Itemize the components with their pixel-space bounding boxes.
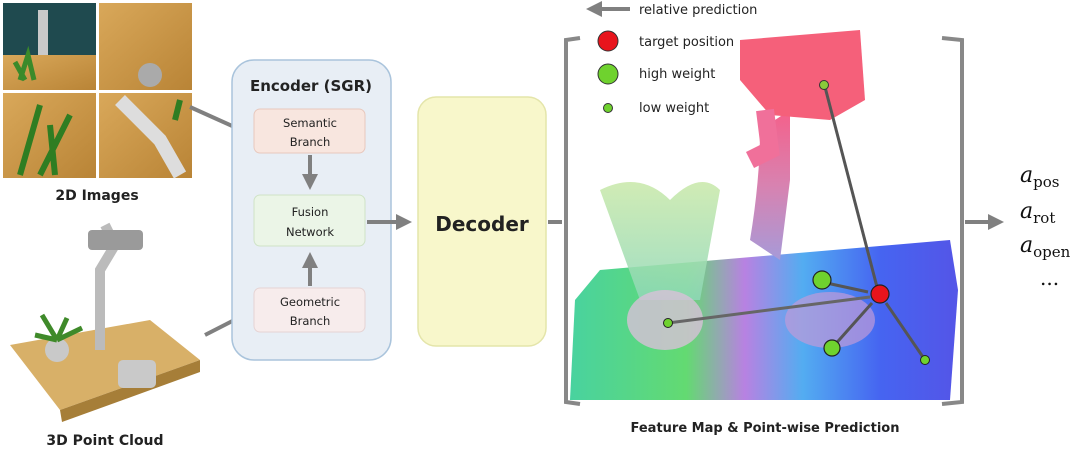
fusion-network-box	[253, 194, 366, 247]
decoder-box	[417, 96, 547, 347]
low-weight-point	[663, 318, 673, 328]
images-label: 2D Images	[55, 188, 138, 204]
prediction-line	[823, 86, 879, 288]
action-ellipsis: ...	[1040, 266, 1059, 290]
low-weight-point	[819, 80, 829, 90]
low-weight-icon	[603, 103, 613, 113]
action-pos: apos	[1020, 163, 1059, 191]
legend: relative prediction target position high…	[586, 1, 757, 116]
low-weight-point	[920, 355, 930, 365]
prediction-line	[884, 302, 927, 361]
legend-relative-prediction: relative prediction	[639, 3, 757, 18]
target-position-marker	[870, 284, 890, 304]
semantic-branch-box	[253, 108, 366, 154]
high-weight-point	[823, 339, 841, 357]
left-bracket	[564, 36, 581, 406]
action-open: aopen	[1020, 233, 1071, 261]
prediction-line	[667, 295, 871, 325]
action-outputs: apos arot aopen ...	[1020, 163, 1071, 290]
high-weight-point	[812, 270, 832, 290]
pointcloud-label: 3D Point Cloud	[46, 433, 163, 449]
semantic-branch-line1: Semantic	[283, 116, 337, 130]
feature-map	[570, 30, 958, 400]
legend-high-weight: high weight	[639, 67, 715, 82]
input-point-cloud	[10, 222, 200, 422]
feature-map-caption: Feature Map & Point-wise Prediction	[631, 421, 900, 436]
fusion-network-line2: Network	[286, 225, 334, 239]
input-2d-images	[3, 3, 192, 179]
geometric-branch-line2: Branch	[290, 314, 331, 328]
prediction-line	[830, 302, 874, 349]
geometric-branch-line1: Geometric	[280, 295, 340, 309]
target-position-icon	[597, 30, 619, 52]
semantic-branch-line2: Branch	[290, 135, 331, 149]
decoder-title: Decoder	[435, 212, 529, 236]
action-rot: arot	[1020, 199, 1055, 227]
fusion-network-line1: Fusion	[292, 205, 329, 219]
geometric-branch-box	[253, 287, 366, 333]
legend-low-weight: low weight	[639, 101, 709, 116]
legend-target-position: target position	[639, 35, 734, 50]
high-weight-icon	[597, 63, 619, 85]
right-bracket	[941, 36, 964, 406]
encoder-title: Encoder (SGR)	[250, 77, 372, 95]
